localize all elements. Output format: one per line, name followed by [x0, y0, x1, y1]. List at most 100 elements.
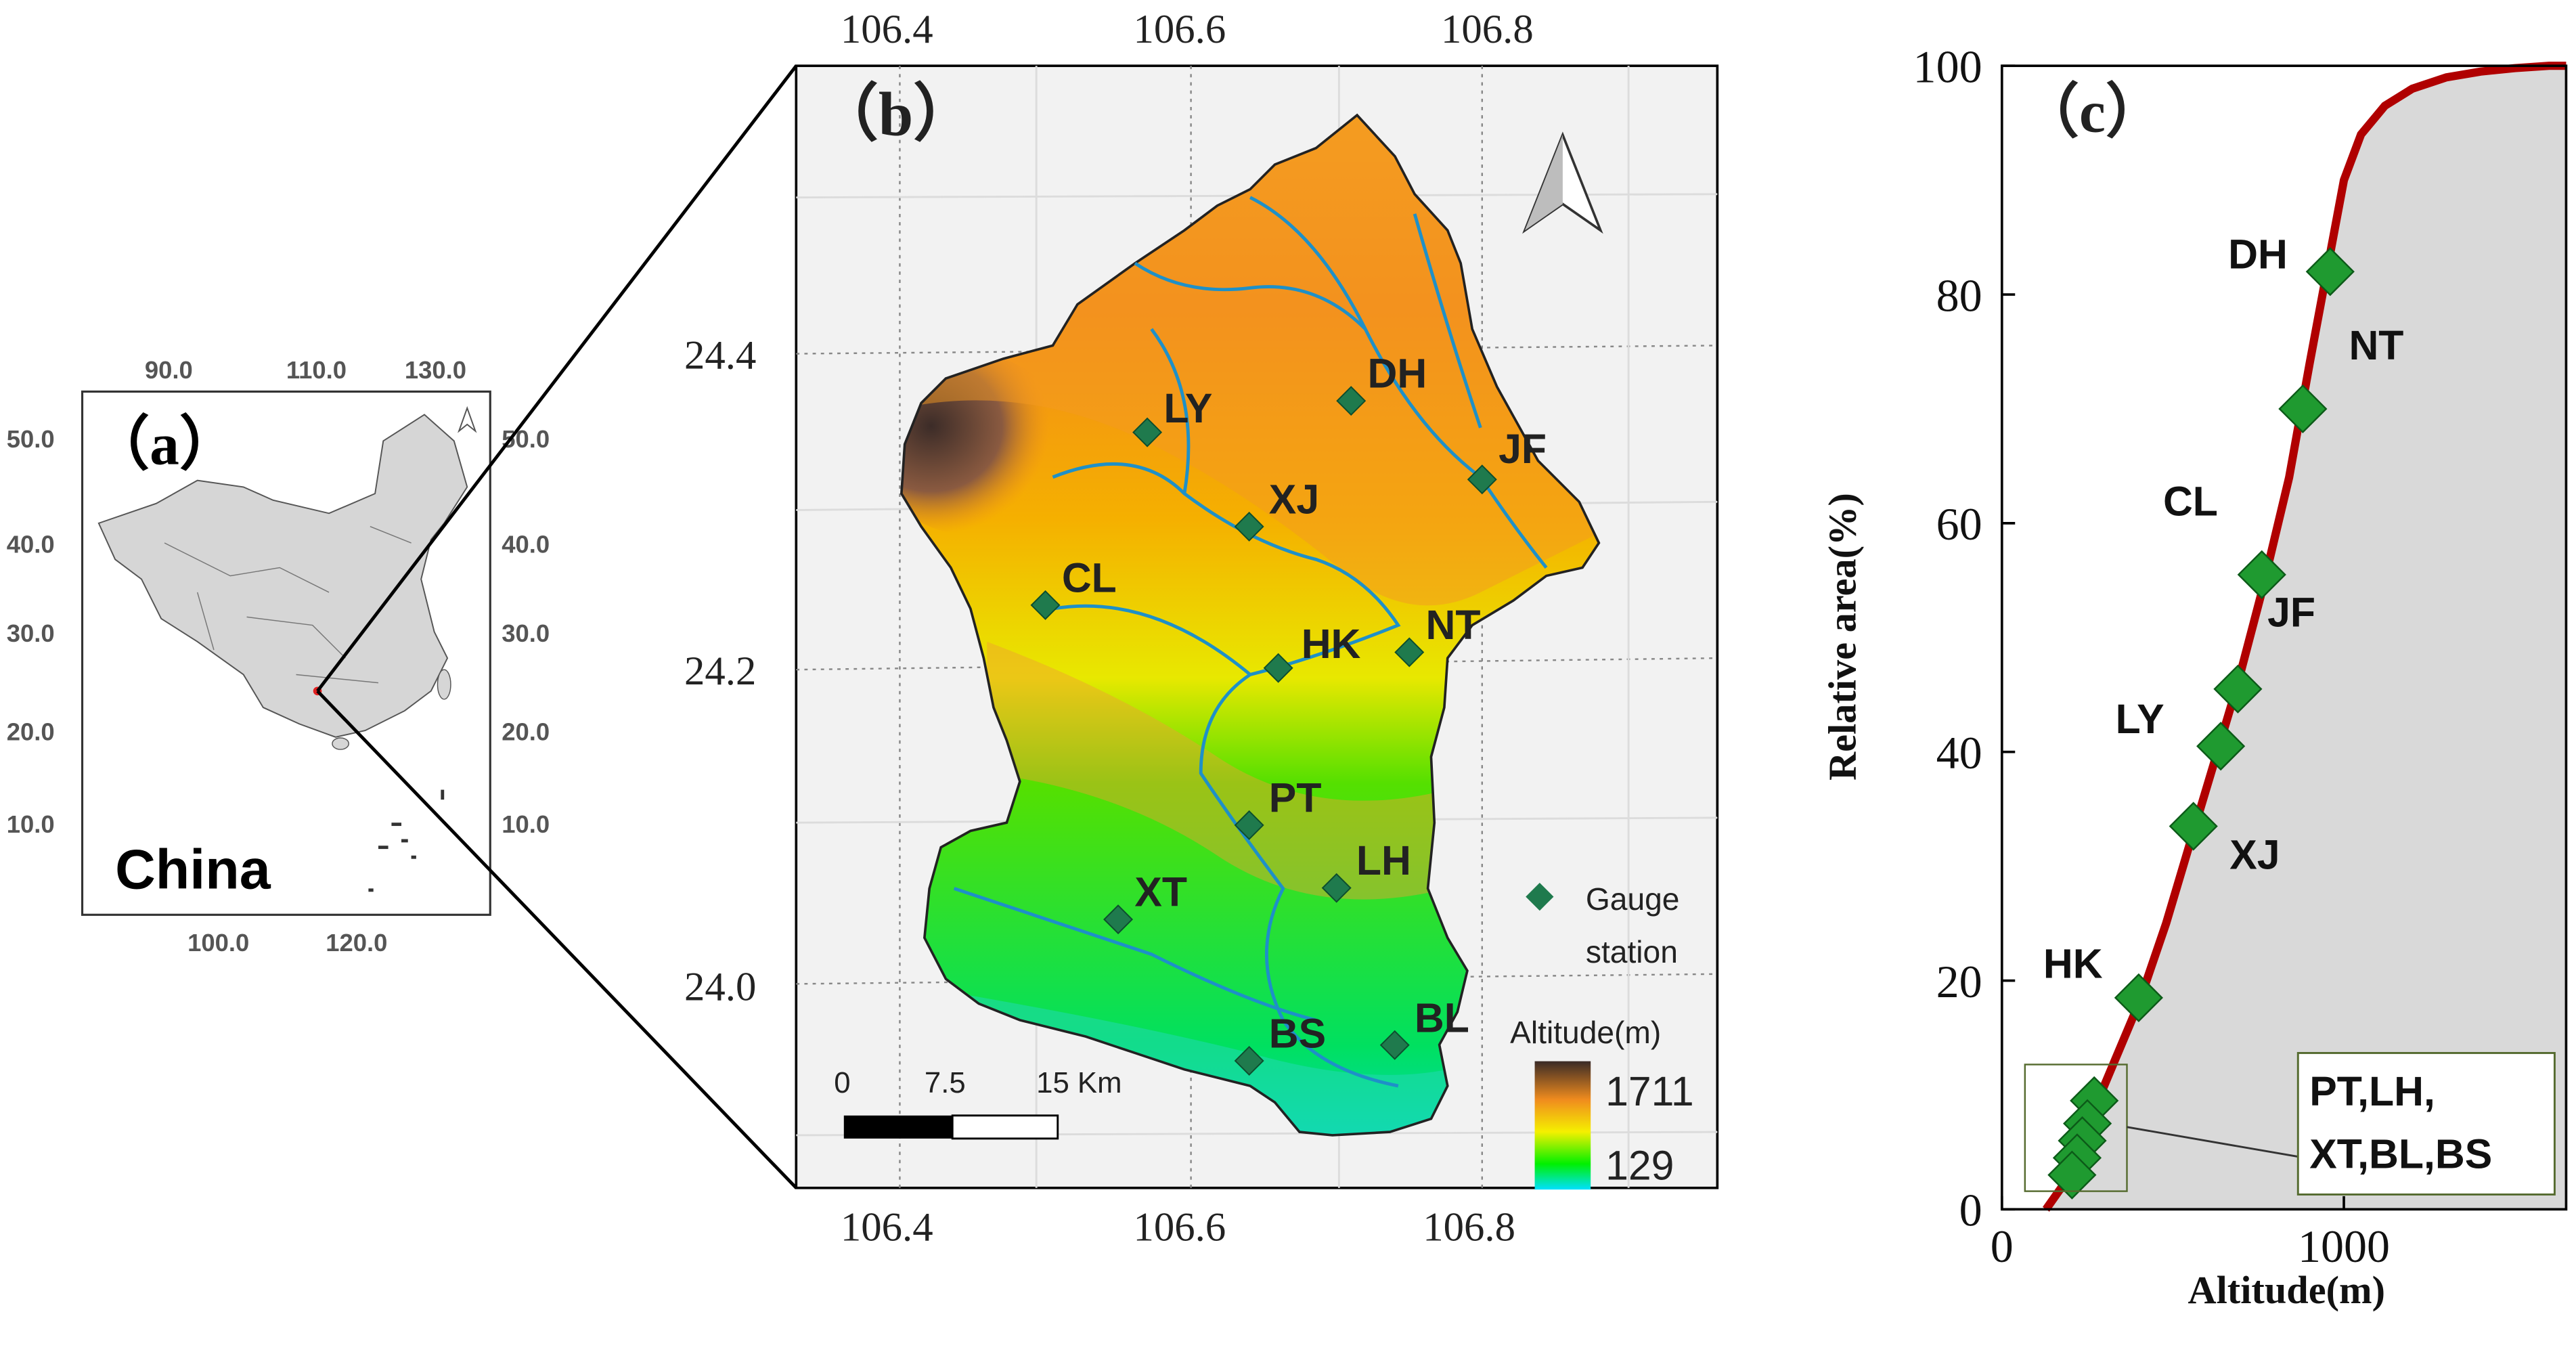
altitude-colorbar	[1534, 1061, 1591, 1190]
station-label: NT	[1426, 602, 1481, 648]
hypsometric-station-marker	[2213, 664, 2263, 714]
inset-label-box	[2296, 1051, 2556, 1196]
x-tick-label: 0	[1991, 1221, 2014, 1272]
y-tick-label: 0	[1959, 1185, 1982, 1236]
north-arrow-small	[458, 406, 477, 433]
y-tick-label: 20	[1936, 956, 1982, 1007]
panel-a-left-tick: 40.0	[7, 531, 55, 558]
hypsometric-station-marker	[2047, 1150, 2097, 1200]
panel-a-left-tick: 50.0	[7, 425, 55, 453]
panel-b-bottom-tick: 106.8	[1423, 1205, 1515, 1250]
panel-c-stations: DH NT CL JF LY XJ HK	[2043, 231, 2403, 1200]
station-label: LY	[1163, 385, 1212, 431]
inset-label-line-2: XT,BL,BS	[2309, 1131, 2492, 1177]
hypsometric-station-marker	[2196, 722, 2246, 771]
panel-b-top-tick: 106.8	[1441, 7, 1534, 52]
panel-a-top-tick: 110.0	[286, 356, 347, 384]
station-label: BL	[1415, 994, 1469, 1041]
panel-a-label: （a）	[91, 411, 239, 477]
panel-a-bottom-tick: 100.0	[187, 929, 249, 957]
hainan-shape	[332, 737, 349, 750]
panel-a-bottom-tick: 120.0	[326, 929, 387, 957]
plot-frame	[2000, 64, 2568, 1211]
station-label: JF	[1498, 426, 1547, 472]
station-label: CL	[1062, 554, 1117, 600]
zoom-line-top	[316, 64, 798, 693]
inset-label-line-1: PT,LH,	[2309, 1068, 2435, 1114]
station-marker	[1103, 904, 1134, 935]
station-marker	[1379, 1030, 1410, 1060]
north-arrow	[1522, 131, 1603, 234]
panel-c-label: （c）	[2020, 79, 2165, 144]
x-tick-label: 1000	[2298, 1221, 2390, 1272]
altitude-max-label: 1711	[1605, 1068, 1694, 1114]
scale-bar-black	[843, 1115, 953, 1139]
station-label: XT	[1134, 869, 1187, 915]
gauge-legend-label-2: station	[1586, 934, 1678, 969]
station-marker	[1263, 653, 1293, 683]
panel-a-right-tick: 40.0	[502, 531, 550, 558]
hypsometric-station-label: LY	[2116, 696, 2164, 742]
south-sea-islands	[368, 789, 445, 892]
station-marker	[1336, 386, 1367, 416]
station-marker	[1132, 417, 1163, 447]
panel-b-label: （b）	[816, 79, 975, 148]
scale-bar-white	[951, 1114, 1059, 1140]
scale-bar-label: 0	[834, 1066, 850, 1099]
panel-b-left-tick: 24.4	[684, 332, 756, 378]
panel-a-left-tick: 20.0	[7, 718, 55, 746]
hypsometric-station-marker	[2278, 384, 2328, 434]
x-axis-label: Altitude(m)	[2188, 1268, 2385, 1312]
panel-a-left-tick: 10.0	[7, 810, 55, 838]
china-outline	[97, 414, 468, 738]
station-label: XJ	[1269, 476, 1319, 522]
inset-connector	[2127, 1126, 2299, 1158]
hypsometric-station-label: XJ	[2229, 832, 2280, 878]
hypsometric-station-label: DH	[2228, 231, 2288, 277]
y-tick-label: 60	[1936, 498, 1982, 550]
panel-b-top-tick: 106.4	[841, 7, 933, 52]
hypsometric-station-marker	[2169, 802, 2218, 851]
gauge-legend-label-1: Gauge	[1586, 881, 1680, 917]
china-province-lines	[164, 526, 412, 684]
china-label: China	[115, 837, 271, 900]
y-tick-label: 80	[1936, 269, 1982, 321]
station-marker	[1234, 1046, 1264, 1076]
panel-a-top-tick: 90.0	[145, 356, 193, 384]
panel-b-bottom-tick: 106.4	[841, 1205, 933, 1250]
altitude-legend-title: Altitude(m)	[1510, 1015, 1661, 1050]
y-tick-label: 100	[1913, 41, 1982, 93]
y-tick-label: 40	[1936, 727, 1982, 779]
river-network	[953, 196, 1548, 1088]
zoom-line-bottom	[316, 690, 798, 1189]
panel-b-top-tick: 106.6	[1134, 7, 1226, 52]
station-marker	[1234, 810, 1264, 840]
hypsometric-station-label: CL	[2163, 478, 2218, 524]
y-axis-label: Relative area(%)	[1820, 493, 1864, 781]
panel-b-stations: LY DH JF XJ CL HK NT PT LH XT BS BL	[1030, 351, 1547, 1076]
panel-b-bottom-tick: 106.6	[1134, 1205, 1226, 1250]
station-label: LH	[1356, 837, 1411, 883]
hypsometric-station-label: HK	[2043, 941, 2103, 987]
scale-bar-label: 7.5	[925, 1066, 966, 1099]
panel-b-left-tick: 24.0	[684, 965, 756, 1010]
scale-bar: 0 7.5 15 Km	[834, 1066, 1122, 1140]
figure-root: （a） China 90.0 110.0 130.0 100.0 120.0 5…	[7, 7, 2568, 1312]
station-label: BS	[1269, 1011, 1326, 1057]
altitude-legend: Altitude(m) 1711 129	[1510, 1015, 1694, 1190]
hypsometric-station-label: JF	[2267, 589, 2315, 635]
panel-a-left-tick: 30.0	[7, 619, 55, 647]
scale-bar-label: 15 Km	[1036, 1066, 1122, 1099]
panel-a-right-tick: 30.0	[502, 619, 550, 647]
station-marker	[1394, 637, 1425, 667]
hypsometric-station-marker	[2114, 973, 2163, 1022]
station-label: PT	[1269, 774, 1322, 820]
panel-a-top-tick: 130.0	[405, 356, 466, 384]
hypsometric-station-marker	[2305, 247, 2355, 297]
panel-a-china-map: （a） China 90.0 110.0 130.0 100.0 120.0 5…	[7, 64, 798, 1189]
hypsometric-station-marker	[2237, 550, 2286, 599]
station-marker	[1321, 873, 1352, 903]
station-label: DH	[1368, 351, 1427, 397]
